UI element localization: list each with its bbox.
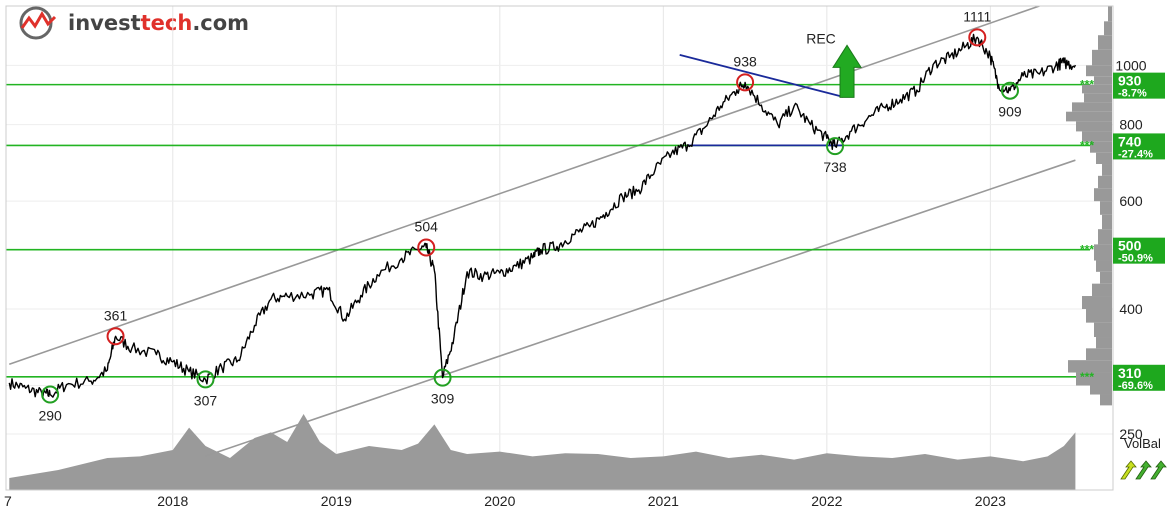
x-tick-label: 2019 [321,493,352,509]
volume-profile-bar [1094,76,1112,85]
logo-icon [19,6,57,40]
rec-signal-arrow-icon [832,44,862,98]
trough-label: 909 [998,104,1022,120]
volbal-arrow-long-icon [1150,460,1167,480]
volume-profile-bar [1086,65,1112,77]
volume-profile-bar [1082,84,1112,94]
peak-label: 504 [415,219,439,235]
y-tick-label: 250 [1119,426,1143,442]
peak-label: 361 [104,307,128,323]
x-tick-label: 7 [4,493,12,509]
peak-marker [106,327,125,346]
y-tick-label: 400 [1119,301,1143,317]
support-stars: *** [1080,243,1094,257]
volume-balance-arrows [1120,460,1167,480]
trough-label: 309 [431,391,455,407]
trough-marker [433,368,452,387]
trough-marker [1000,81,1019,100]
logo-text: investtech.com [68,11,250,35]
volume-profile-bar [1102,164,1112,176]
volume-profile-bar [1096,337,1112,349]
support-value: 310 [1118,365,1142,381]
volbal-arrow-medium-icon [1135,460,1152,480]
volume-balance-area [9,414,1076,490]
support-pct: -50.9% [1118,253,1153,265]
volume-profile-bar [1108,6,1112,22]
support-tag [1113,237,1165,264]
volume-profile-bar [1086,348,1112,361]
peak-marker [968,28,987,47]
volume-profile-bar [1068,360,1112,373]
volbal-arrow-short-icon [1120,460,1137,480]
volume-profile-bar [1100,201,1112,215]
x-tick-label: 2020 [484,493,515,509]
trend-channel-upper [9,6,1040,365]
trough-marker [196,370,215,389]
volume-profile-bar [1098,229,1112,245]
volume-profile-bar [1094,188,1112,202]
trough-label: 290 [38,408,62,424]
volume-profile-bar [1096,152,1112,165]
volume-profile-bar [1086,308,1112,323]
support-tag [1113,364,1165,391]
peak-label: 1111 [963,8,991,24]
trough-label: 738 [823,159,847,175]
support-pct: -69.6% [1118,380,1153,392]
volume-profile-bar [1104,21,1112,36]
volume-profile-bar [1076,372,1112,386]
rec-signal-label: REC [806,30,836,46]
support-pct: -8.7% [1118,88,1147,100]
x-tick-label: 2022 [811,493,842,509]
trough-label: 307 [194,392,218,408]
volume-profile-bar [1066,111,1112,122]
x-tick-label: 2023 [975,493,1006,509]
x-tick-label: 2021 [648,493,679,509]
support-stars: *** [1080,370,1094,384]
volume-profile-bar [1100,271,1112,284]
trend-channel-lower [205,159,1076,457]
support-pct: -27.4% [1118,148,1153,160]
volume-balance-label: VolBal [1124,436,1161,451]
volume-profile-bar [1090,385,1112,395]
y-tick-label: 600 [1119,193,1143,209]
support-value: 500 [1118,238,1142,254]
volume-profile-bar [1082,296,1112,309]
support-stars: *** [1080,138,1094,152]
volume-profile-bar [1102,214,1112,230]
investtech-logo: investtech.com [18,6,249,40]
volume-profile-bar [1100,394,1112,406]
trough-marker [826,137,845,156]
pattern-resistance-line [679,54,844,98]
plot-area [6,6,1090,490]
y-tick-label: 1000 [1115,57,1146,73]
volume-profile-bar [1094,244,1112,261]
support-tag [1113,72,1165,99]
volume-profile-bar [1098,35,1112,50]
volume-profile-bar [1094,322,1112,338]
support-tag [1113,133,1165,160]
volume-profile-bar [1090,141,1112,153]
peak-label: 938 [733,53,757,69]
volume-profile-bar [1092,49,1112,66]
peak-marker [736,73,755,92]
y-tick-label: 800 [1119,117,1143,133]
volume-profile-bar [1096,260,1112,272]
trough-marker [41,385,60,404]
volume-profile-bar [1072,102,1112,112]
peak-marker [417,238,436,257]
volume-profile-bar [1098,175,1112,189]
volume-profile-bar [1082,131,1112,142]
volume-profile-bar [1076,121,1112,132]
support-value: 740 [1118,133,1142,149]
support-value: 930 [1118,73,1142,89]
x-tick-label: 2018 [157,493,188,509]
volume-profile-bar [1092,283,1112,297]
support-stars: *** [1080,78,1094,92]
price-line [8,33,1077,399]
volume-profile-bar [1084,93,1112,103]
